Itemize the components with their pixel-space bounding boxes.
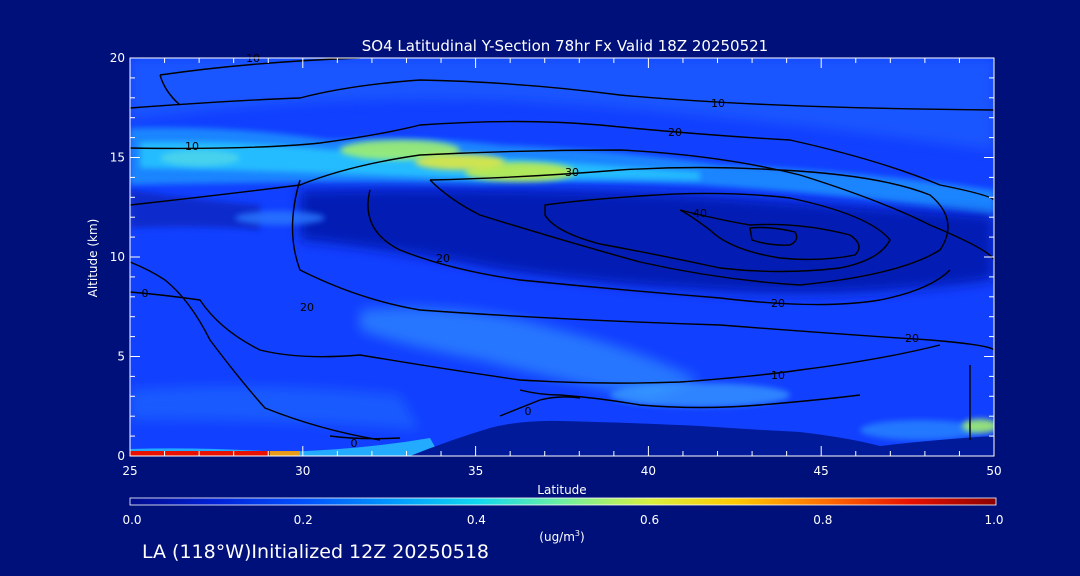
colorbar — [129, 497, 997, 506]
colorbar-tick-label: 0.2 — [294, 513, 313, 527]
y-axis-label: Altitude (km) — [86, 219, 100, 298]
y-tick-label: 0 — [117, 449, 125, 463]
terrain-mask — [410, 420, 994, 456]
concentration-field — [130, 58, 994, 456]
contour-label: 0 — [525, 405, 532, 418]
contour-lines — [129, 57, 995, 441]
y-tick-label: 20 — [110, 51, 125, 65]
chart-title: SO4 Latitudinal Y-Section 78hr Fx Valid … — [362, 37, 768, 55]
y-tick-label: 15 — [110, 151, 125, 165]
y-tick-label: 5 — [117, 350, 125, 364]
x-tick-label: 35 — [468, 464, 483, 478]
contour-label: 20 — [668, 126, 682, 139]
footer-init-info: LA (118°W)Initialized 12Z 20250518 — [142, 541, 489, 563]
contour-label: 20 — [905, 332, 919, 345]
contour-label: 10 — [771, 369, 785, 382]
y-axis: 0 5 10 15 20 — [110, 51, 994, 463]
contour-label: 0 — [351, 437, 358, 450]
contour-labels: 10 10 10 20 20 20 20 20 30 30 40 0 0 0 0… — [142, 52, 920, 450]
colorbar-ticks: 0.0 0.2 0.4 0.6 0.8 1.0 — [122, 513, 1003, 527]
contour-label: 10 — [711, 97, 725, 110]
x-tick-label: 50 — [986, 464, 1001, 478]
x-axis: 25 30 35 40 45 50 — [122, 58, 1002, 478]
contour-label: 10 — [185, 140, 199, 153]
x-tick-label: 30 — [295, 464, 310, 478]
x-tick-label: 45 — [814, 464, 829, 478]
colorbar-unit: (ug/m3) — [539, 529, 584, 544]
colorbar-tick-label: 0.4 — [467, 513, 486, 527]
x-axis-label: Latitude — [537, 483, 586, 497]
y-tick-label: 10 — [110, 250, 125, 264]
x-tick-label: 25 — [122, 464, 137, 478]
contour-label: 20 — [436, 252, 450, 265]
colorbar-tick-label: 0.8 — [813, 513, 832, 527]
x-tick-label: 40 — [641, 464, 656, 478]
contour-label: 0 — [142, 287, 149, 300]
colorbar-tick-label: 0.6 — [640, 513, 659, 527]
contour-label: 40 — [693, 207, 707, 220]
contour-label: 30 — [565, 166, 579, 179]
contour-label: 20 — [300, 301, 314, 314]
colorbar-tick-label: 0.0 — [122, 513, 141, 527]
contour-label: 20 — [771, 297, 785, 310]
colorbar-tick-label: 1.0 — [984, 513, 1003, 527]
